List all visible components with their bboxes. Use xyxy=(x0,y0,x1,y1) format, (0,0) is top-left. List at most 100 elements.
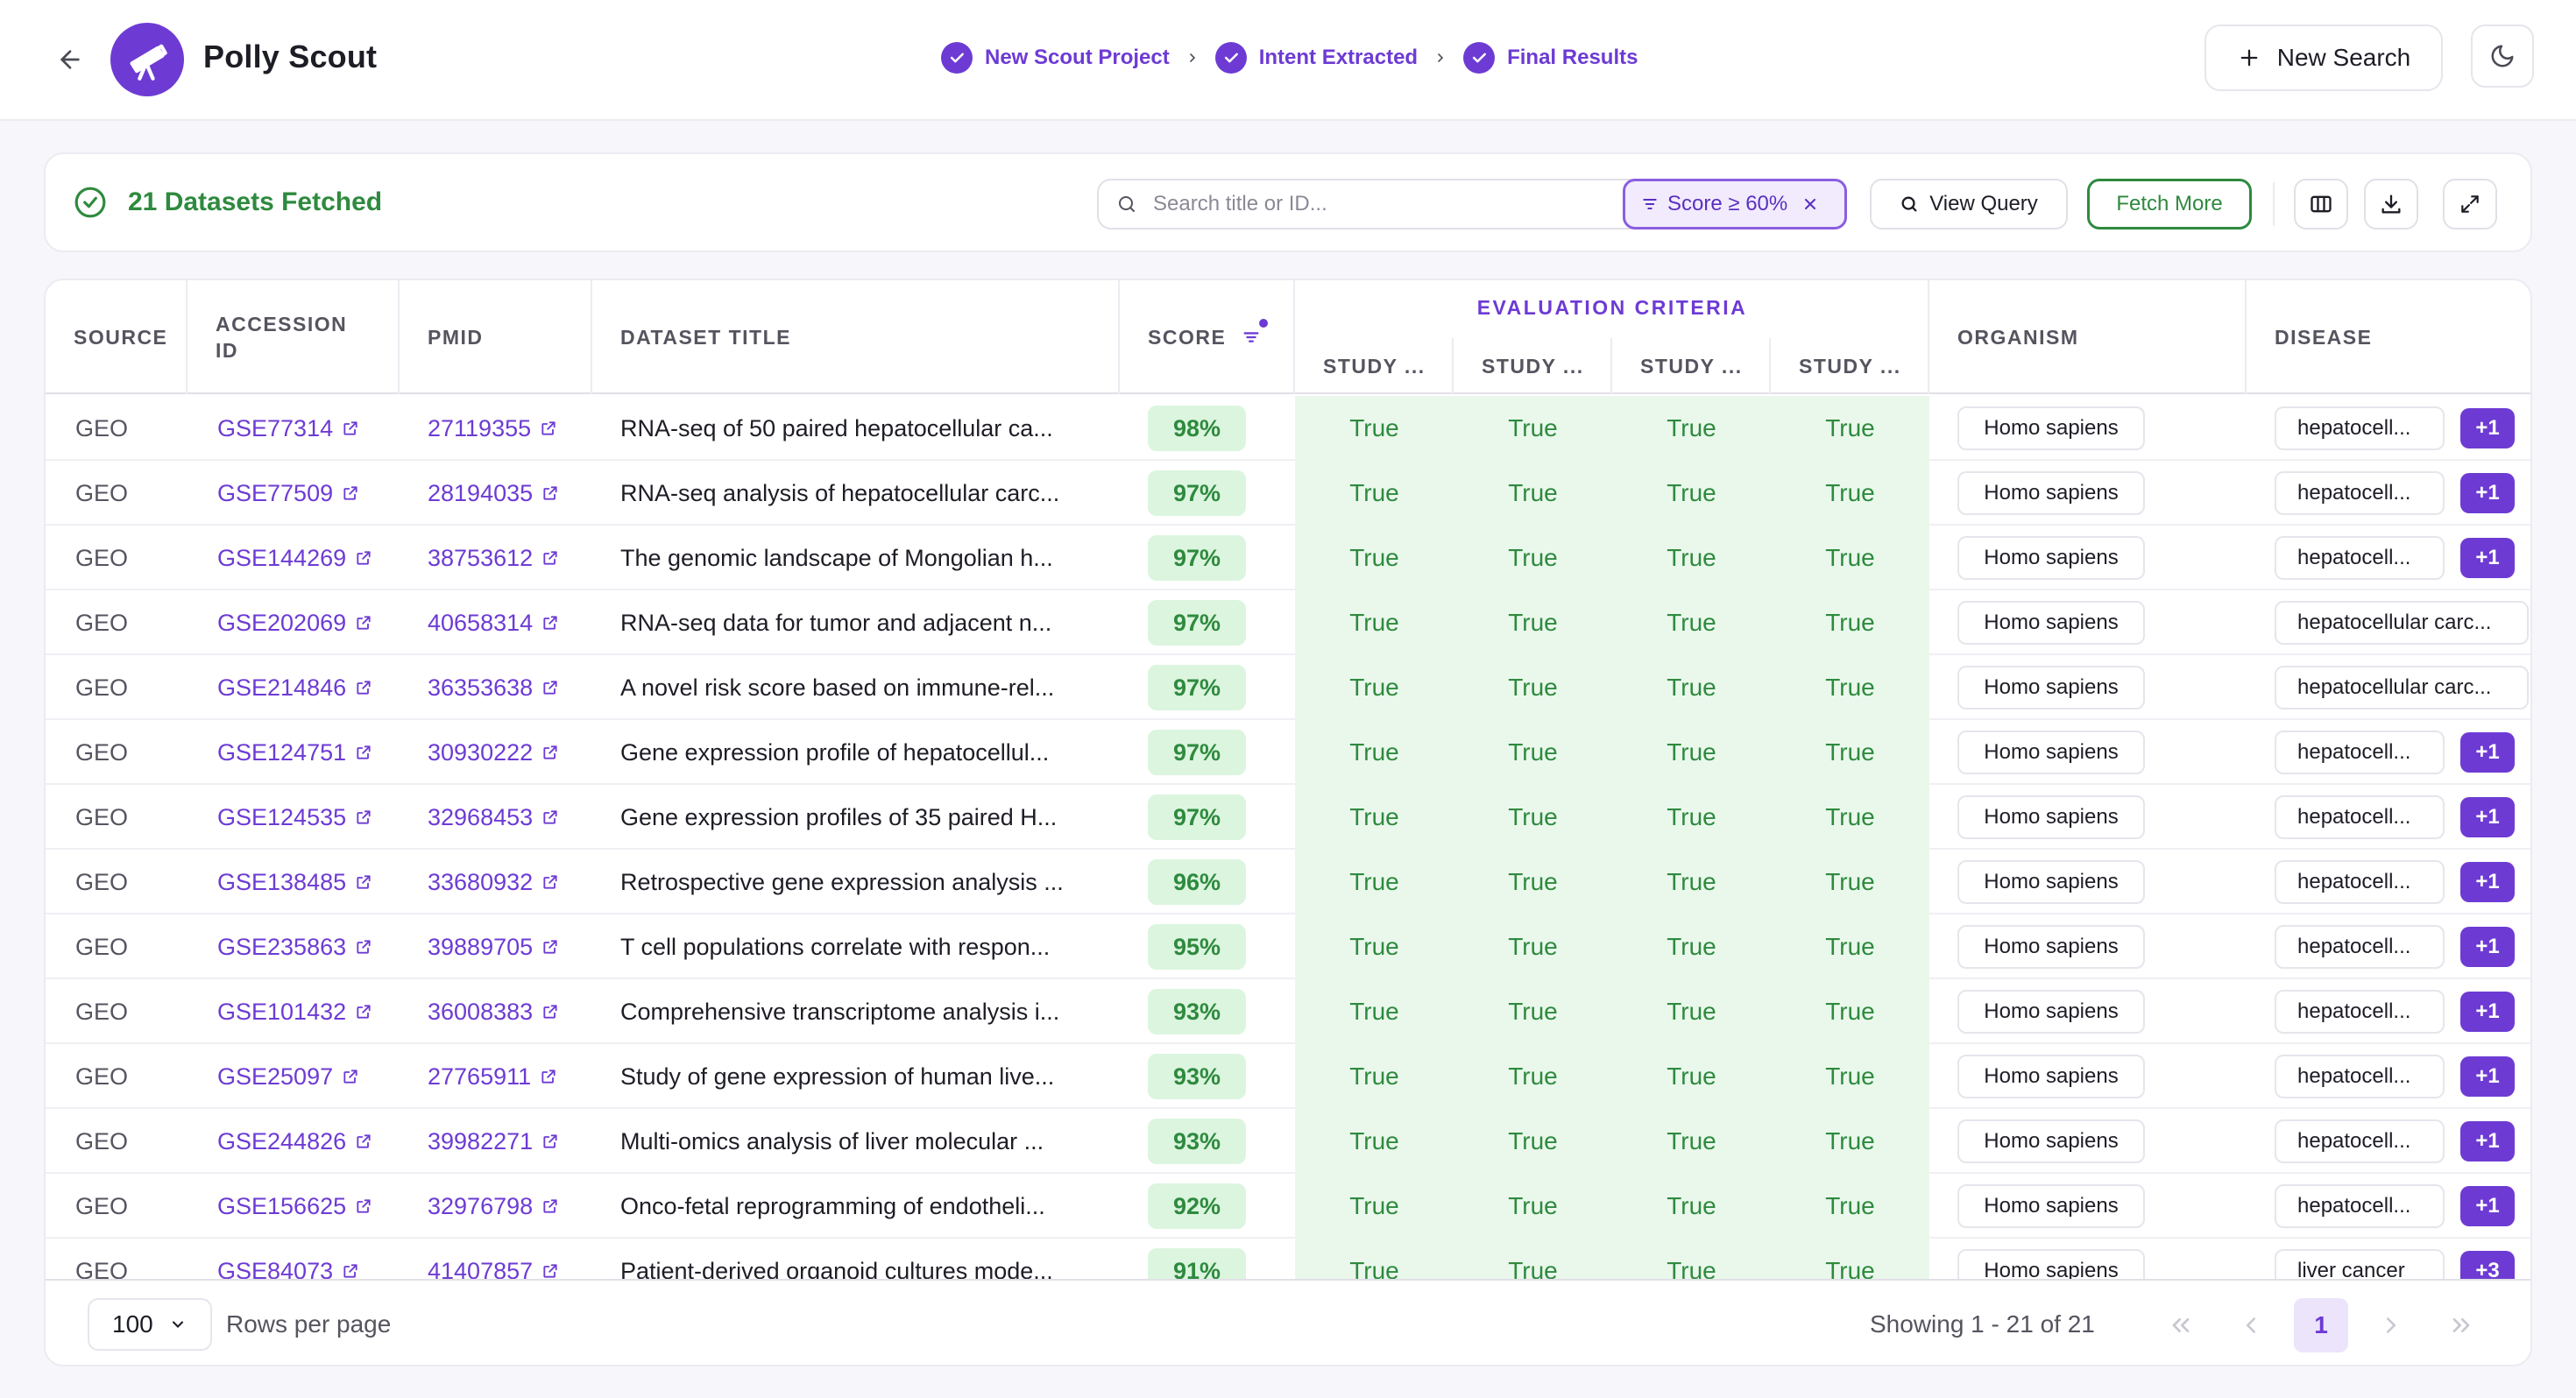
pmid-link[interactable]: 39889705 xyxy=(428,914,559,979)
more-diseases-badge[interactable]: +1 xyxy=(2460,862,2515,902)
page-button-current[interactable]: 1 xyxy=(2294,1298,2348,1352)
back-button[interactable] xyxy=(49,39,91,81)
table-row[interactable]: GEO GSE77314 27119355 RNA-seq of 50 paired … xyxy=(46,396,2530,461)
column-header-study-4[interactable]: STUDY ... xyxy=(1799,354,1901,378)
table-row[interactable]: GEO GSE101432 36008383 Comprehensive transc… xyxy=(46,979,2530,1044)
dataset-title[interactable]: Study of gene expression of human live..… xyxy=(620,1063,1055,1090)
more-diseases-badge[interactable]: +1 xyxy=(2460,1056,2515,1097)
external-link-icon[interactable] xyxy=(541,614,559,632)
pmid-link[interactable]: 38753612 xyxy=(428,526,559,590)
pmid-link[interactable]: 32968453 xyxy=(428,785,559,850)
external-link-icon[interactable] xyxy=(541,484,559,502)
external-link-icon[interactable] xyxy=(541,1262,559,1279)
dataset-title[interactable]: Retrospective gene expression analysis .… xyxy=(620,868,1064,895)
columns-button[interactable] xyxy=(2294,179,2348,229)
accession-link[interactable]: GSE77314 xyxy=(217,396,359,461)
external-link-icon[interactable] xyxy=(540,1068,557,1085)
step-intent-extracted[interactable]: Intent Extracted xyxy=(1214,42,1418,74)
pmid-link[interactable]: 28194035 xyxy=(428,461,559,526)
table-row[interactable]: GEO GSE202069 40658314 RNA-seq data for tum… xyxy=(46,590,2530,655)
dataset-title[interactable]: Comprehensive transcriptome analysis i..… xyxy=(620,998,1060,1025)
external-link-icon[interactable] xyxy=(355,1197,372,1215)
external-link-icon[interactable] xyxy=(541,679,559,696)
pmid-link[interactable]: 27765911 xyxy=(428,1044,557,1109)
rows-per-page-select[interactable]: 100 xyxy=(88,1298,212,1351)
more-diseases-badge[interactable]: +1 xyxy=(2460,1186,2515,1226)
more-diseases-badge[interactable]: +1 xyxy=(2460,1121,2515,1161)
column-header-source[interactable]: SOURCE xyxy=(46,280,188,394)
accession-link[interactable]: GSE77509 xyxy=(217,461,359,526)
column-header-disease[interactable]: DISEASE xyxy=(2275,326,2373,349)
external-link-icon[interactable] xyxy=(355,549,372,567)
accession-link[interactable]: GSE124751 xyxy=(217,720,372,785)
external-link-icon[interactable] xyxy=(541,1197,559,1215)
column-header-organism[interactable]: ORGANISM xyxy=(1929,280,2247,394)
table-row[interactable]: GEO GSE235863 39889705 T cell populations c… xyxy=(46,914,2530,979)
first-page-button[interactable] xyxy=(2154,1298,2208,1352)
column-header-study-3[interactable]: STUDY ... xyxy=(1612,338,1771,394)
pmid-link[interactable]: 41407857 xyxy=(428,1239,559,1279)
external-link-icon[interactable] xyxy=(355,1133,372,1150)
external-link-icon[interactable] xyxy=(541,744,559,761)
dataset-title[interactable]: Gene expression profiles of 35 paired H.… xyxy=(620,803,1058,830)
external-link-icon[interactable] xyxy=(541,1003,559,1020)
accession-link[interactable]: GSE235863 xyxy=(217,914,372,979)
column-header-study-2[interactable]: STUDY ... xyxy=(1454,338,1612,394)
previous-page-button[interactable] xyxy=(2224,1298,2278,1352)
dataset-title[interactable]: RNA-seq of 50 paired hepatocellular ca..… xyxy=(620,414,1053,441)
pmid-link[interactable]: 30930222 xyxy=(428,720,559,785)
score-filter-chip[interactable]: Score ≥ 60% xyxy=(1623,179,1847,229)
pmid-link[interactable]: 40658314 xyxy=(428,590,559,655)
accession-link[interactable]: GSE214846 xyxy=(217,655,372,720)
table-row[interactable]: GEO GSE144269 38753612 The genomic landscap… xyxy=(46,526,2530,590)
pmid-link[interactable]: 27119355 xyxy=(428,396,557,461)
pmid-link[interactable]: 36353638 xyxy=(428,655,559,720)
pmid-link[interactable]: 39982271 xyxy=(428,1109,559,1174)
view-query-button[interactable]: View Query xyxy=(1870,179,2068,229)
table-row[interactable]: GEO GSE77509 28194035 RNA-seq analysis of h… xyxy=(46,461,2530,526)
dataset-title[interactable]: Patient-derived organoid cultures mode..… xyxy=(620,1257,1053,1280)
table-row[interactable]: GEO GSE156625 32976798 Onco-fetal reprogram… xyxy=(46,1174,2530,1239)
table-row[interactable]: GEO GSE84073 41407857 Patient-derived organ… xyxy=(46,1239,2530,1280)
close-icon[interactable] xyxy=(1801,195,1819,213)
dataset-title[interactable]: T cell populations correlate with respon… xyxy=(620,933,1051,960)
column-header-pmid[interactable]: PMID xyxy=(400,280,592,394)
dataset-title[interactable]: A novel risk score based on immune-rel..… xyxy=(620,674,1055,701)
external-link-icon[interactable] xyxy=(355,1003,372,1020)
dataset-title[interactable]: Gene expression profile of hepatocellul.… xyxy=(620,738,1050,766)
accession-link[interactable]: GSE138485 xyxy=(217,850,372,914)
accession-link[interactable]: GSE244826 xyxy=(217,1109,372,1174)
table-row[interactable]: GEO GSE124751 30930222 Gene expression prof… xyxy=(46,720,2530,785)
new-search-button[interactable]: New Search xyxy=(2204,25,2443,91)
table-row[interactable]: GEO GSE124535 32968453 Gene expression prof… xyxy=(46,785,2530,850)
accession-link[interactable]: GSE156625 xyxy=(217,1174,372,1239)
more-diseases-badge[interactable]: +1 xyxy=(2460,992,2515,1032)
more-diseases-badge[interactable]: +1 xyxy=(2460,797,2515,837)
table-row[interactable]: GEO GSE25097 27765911 Study of gene express… xyxy=(46,1044,2530,1109)
fetch-more-button[interactable]: Fetch More xyxy=(2087,179,2252,229)
external-link-icon[interactable] xyxy=(355,614,372,632)
theme-toggle-button[interactable] xyxy=(2471,25,2534,88)
accession-link[interactable]: GSE202069 xyxy=(217,590,372,655)
external-link-icon[interactable] xyxy=(342,1262,359,1279)
external-link-icon[interactable] xyxy=(540,420,557,437)
dataset-title[interactable]: Multi-omics analysis of liver molecular … xyxy=(620,1127,1044,1154)
external-link-icon[interactable] xyxy=(541,938,559,956)
step-new-scout-project[interactable]: New Scout Project xyxy=(941,42,1170,74)
external-link-icon[interactable] xyxy=(355,938,372,956)
dataset-title[interactable]: Onco-fetal reprogramming of endotheli... xyxy=(620,1192,1045,1219)
more-diseases-badge[interactable]: +3 xyxy=(2460,1251,2515,1279)
column-header-score[interactable]: SCORE xyxy=(1120,280,1295,394)
external-link-icon[interactable] xyxy=(342,484,359,502)
accession-link[interactable]: GSE84073 xyxy=(217,1239,359,1279)
dataset-title[interactable]: RNA-seq analysis of hepatocellular carc.… xyxy=(620,479,1060,506)
more-diseases-badge[interactable]: +1 xyxy=(2460,408,2515,448)
last-page-button[interactable] xyxy=(2434,1298,2488,1352)
external-link-icon[interactable] xyxy=(541,549,559,567)
external-link-icon[interactable] xyxy=(355,744,372,761)
filter-icon[interactable] xyxy=(1242,319,1269,347)
external-link-icon[interactable] xyxy=(541,1133,559,1150)
search-input[interactable] xyxy=(1153,192,1626,216)
more-diseases-badge[interactable]: +1 xyxy=(2460,538,2515,578)
column-header-dataset-title[interactable]: DATASET TITLE xyxy=(592,280,1120,394)
